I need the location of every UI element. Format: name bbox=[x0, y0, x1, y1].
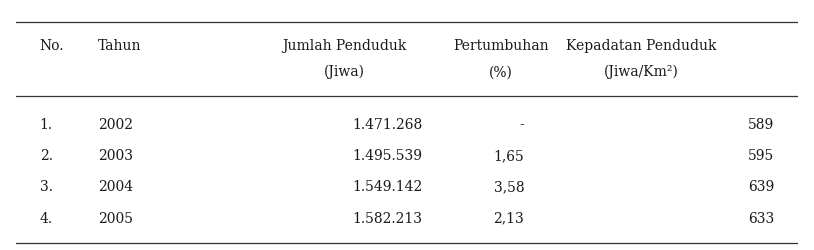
Text: 1.582.213: 1.582.213 bbox=[352, 212, 422, 226]
Text: (%): (%) bbox=[489, 65, 513, 79]
Text: 2005: 2005 bbox=[98, 212, 133, 226]
Text: 639: 639 bbox=[748, 180, 774, 194]
Text: 595: 595 bbox=[748, 149, 774, 163]
Text: 3.: 3. bbox=[40, 180, 53, 194]
Text: Kepadatan Penduduk: Kepadatan Penduduk bbox=[567, 39, 716, 53]
Text: 1.549.142: 1.549.142 bbox=[352, 180, 422, 194]
Text: 2003: 2003 bbox=[98, 149, 133, 163]
Text: (Jiwa): (Jiwa) bbox=[324, 65, 365, 80]
Text: -: - bbox=[519, 118, 524, 132]
Text: 633: 633 bbox=[748, 212, 774, 226]
Text: 589: 589 bbox=[748, 118, 774, 132]
Text: 1,65: 1,65 bbox=[493, 149, 524, 163]
Text: Pertumbuhan: Pertumbuhan bbox=[453, 39, 549, 53]
Text: 1.495.539: 1.495.539 bbox=[352, 149, 422, 163]
Text: (Jiwa/Km²): (Jiwa/Km²) bbox=[604, 65, 679, 80]
Text: 4.: 4. bbox=[40, 212, 53, 226]
Text: 1.: 1. bbox=[40, 118, 53, 132]
Text: 2,13: 2,13 bbox=[493, 212, 524, 226]
Text: 2002: 2002 bbox=[98, 118, 133, 132]
Text: Tahun: Tahun bbox=[98, 39, 142, 53]
Text: 1.471.268: 1.471.268 bbox=[352, 118, 422, 132]
Text: Jumlah Penduduk: Jumlah Penduduk bbox=[282, 39, 407, 53]
Text: No.: No. bbox=[40, 39, 64, 53]
Text: 3,58: 3,58 bbox=[493, 180, 524, 194]
Text: 2004: 2004 bbox=[98, 180, 133, 194]
Text: 2.: 2. bbox=[40, 149, 53, 163]
